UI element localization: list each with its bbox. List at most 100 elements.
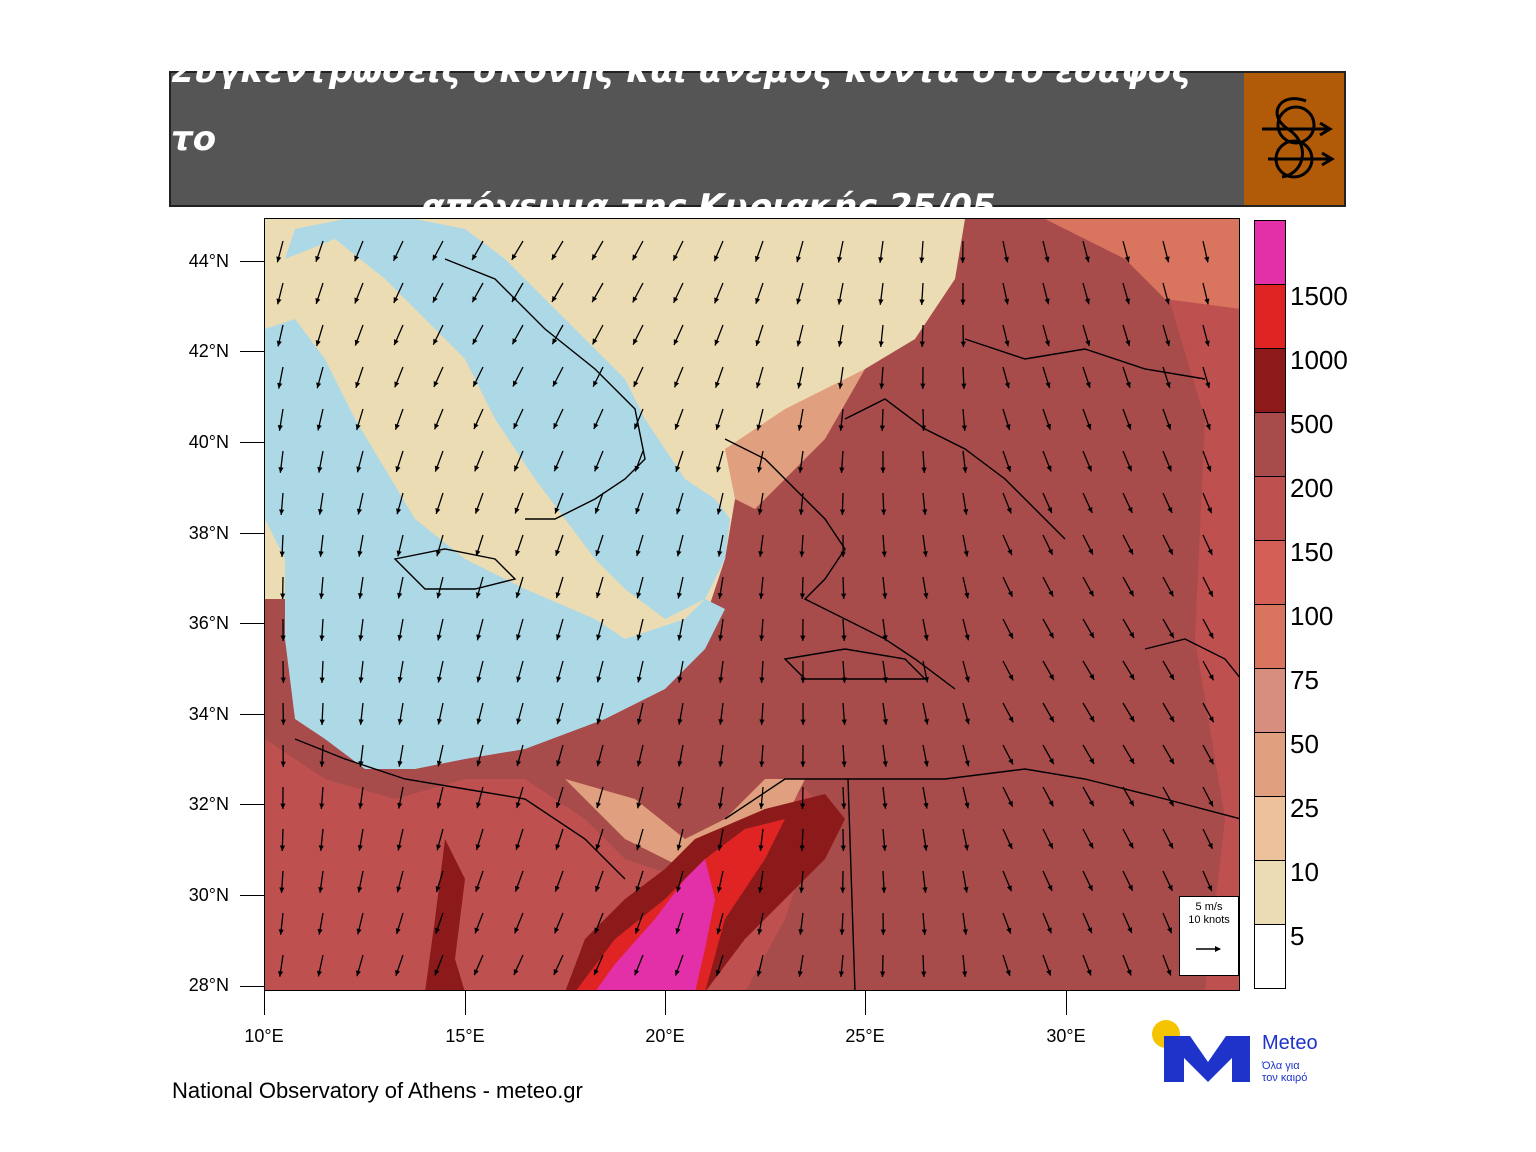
wind-arrow-head	[919, 299, 925, 305]
wind-arrow-head	[799, 551, 805, 557]
wind-arrow-head	[674, 423, 680, 430]
wind-arrow-head	[1008, 632, 1013, 639]
wind-arrow-head	[593, 380, 598, 387]
wind-arrow-head	[1048, 758, 1054, 765]
dust-map	[264, 218, 1240, 991]
colorbar-label-100: 100	[1290, 601, 1334, 631]
wind-arrow-head	[1006, 465, 1012, 472]
wind-arrow-head	[923, 592, 929, 599]
wind-arrow-head	[553, 969, 559, 976]
wind-arrow-head	[472, 296, 478, 303]
dust-greece-west	[725, 369, 865, 509]
wind-arrow-head	[756, 424, 762, 431]
wind-arrow-head	[715, 424, 721, 430]
wind-arrow-head	[1084, 256, 1090, 263]
wind-arrow-head	[882, 719, 888, 725]
wind-arrow-head	[1046, 927, 1052, 934]
wind-arrow-head	[881, 887, 887, 893]
wind-arrow-head	[394, 381, 400, 388]
wind-arrow-head	[397, 760, 403, 767]
lat-label-38: 38°N	[188, 523, 229, 543]
wind-arrow-head	[799, 593, 806, 599]
wind-arrow-head	[838, 425, 844, 431]
wind-arrow-head	[1004, 382, 1010, 389]
lon-label-30: 30°E	[1046, 1026, 1086, 1046]
wind-arrow-head	[1044, 256, 1050, 263]
wind-arrow-head	[1087, 506, 1093, 513]
wind-arrow-head	[1124, 256, 1130, 263]
wind-arrow-head	[393, 339, 399, 346]
wind-arrow-head	[1048, 632, 1054, 639]
wind-arrow-head	[1048, 674, 1054, 681]
lon-label-20: 20°E	[645, 1026, 685, 1046]
wind-arrow-head	[1008, 674, 1014, 681]
colorbar-segment	[1255, 733, 1285, 797]
wind-arrow-head	[315, 297, 321, 304]
lat-label-34: 34°N	[188, 704, 229, 724]
dust-northeast-band	[1045, 219, 1239, 309]
wind-arrow-head	[961, 383, 967, 389]
wind-arrow-head	[513, 969, 519, 976]
wind-arrow-head	[881, 845, 888, 851]
wind-arrow-head	[555, 843, 561, 850]
wind-arrow-head	[515, 634, 522, 641]
wind-arrow-head	[960, 299, 966, 305]
wind-arrow-head	[436, 592, 442, 599]
wind-arrow-head	[838, 971, 845, 977]
colorbar-segment	[1255, 285, 1285, 349]
wind-arrow-head	[1006, 927, 1012, 934]
wind-arrow-head	[837, 256, 843, 263]
wind-arrow-head	[594, 465, 600, 472]
wind-arrow-head	[963, 508, 969, 515]
wind-arrow-head	[798, 509, 804, 515]
meteo-brand-name: Meteo	[1262, 1032, 1318, 1054]
wind-arrow-head	[511, 296, 517, 303]
wind-arrow-head	[515, 592, 521, 599]
wind-arrow-head	[358, 719, 364, 725]
wind-arrow-head	[552, 338, 558, 345]
wind-arrow-head	[881, 509, 887, 515]
wind-arrow-head	[1208, 758, 1214, 765]
wind-arrow-head	[1048, 842, 1053, 849]
wind-arrow-head	[277, 382, 283, 389]
meteo-tagline: Όλα για τον καιρό	[1262, 1060, 1307, 1084]
colorbar-segment	[1255, 669, 1285, 733]
wind-arrow-head	[556, 718, 562, 725]
wind-arrow-head	[840, 551, 846, 557]
wind-arrow-head	[319, 803, 325, 809]
wind-arrow-head	[636, 802, 642, 809]
wind-arrow-head	[632, 296, 638, 303]
wind-arrow-head	[718, 761, 724, 767]
wind-arrow-head	[1128, 548, 1134, 555]
wind-arrow-head	[756, 970, 762, 977]
wind-arrow-head	[475, 592, 481, 599]
wind-arrow-head	[921, 929, 927, 935]
wind-arrow-head	[961, 425, 967, 431]
wind-arrow-head	[1166, 423, 1172, 430]
wind-arrow-head	[1007, 843, 1013, 850]
wind-arrow-head	[882, 803, 888, 809]
wind-arrow-head	[1207, 507, 1212, 514]
wind-arrow-head	[397, 592, 403, 599]
wind-arrow-head	[758, 803, 765, 809]
wind-arrow-head	[1005, 969, 1011, 976]
wind-arrow-head	[882, 761, 888, 767]
wind-arrow-head	[279, 845, 286, 851]
wind-arrow-head	[718, 677, 724, 683]
wind-arrow-head	[1129, 715, 1135, 722]
wind-arrow-head	[472, 254, 478, 261]
wind-arrow-head	[1089, 758, 1095, 765]
colorbar-segment	[1255, 221, 1285, 285]
wind-arrow-head	[472, 338, 478, 345]
wind-arrow-head	[276, 298, 282, 305]
wind-arrow-head	[1086, 423, 1092, 430]
wind-arrow-head	[554, 507, 560, 514]
wind-arrow-head	[964, 634, 970, 641]
wind-arrow-head	[1206, 465, 1212, 472]
lat-label-32: 32°N	[188, 794, 229, 814]
wind-arrow-head	[677, 634, 683, 641]
wind-arrow-head	[433, 338, 439, 345]
wind-arrow-head	[515, 802, 521, 809]
wind-arrow-head	[280, 803, 286, 809]
wind-arrow-head	[718, 635, 724, 641]
